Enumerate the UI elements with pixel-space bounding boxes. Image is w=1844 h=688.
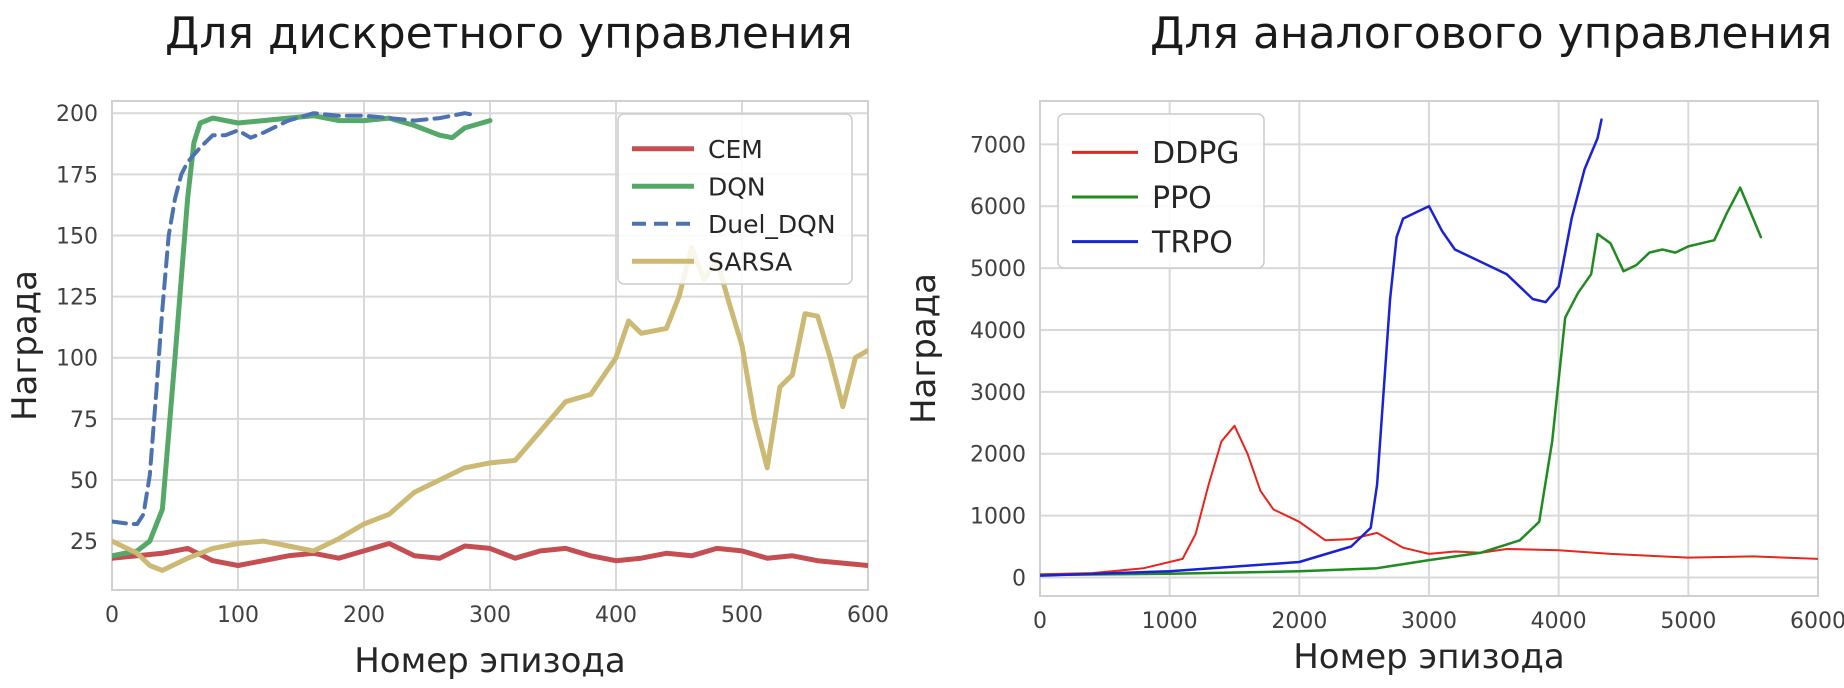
x-axis-label: Номер эпизода bbox=[1293, 637, 1565, 677]
series-line-cem bbox=[112, 541, 868, 568]
chart-2: 0 1000 2000 3000 4000 5000 6000 0 1000 2000 3000 40… bbox=[904, 100, 1844, 677]
chart-1: 0 100 200 300 400 500 600 25 50 75 100 125 150 175 200… bbox=[5, 100, 889, 681]
y-tick-label: 2000 bbox=[970, 443, 1026, 468]
legend-box bbox=[617, 113, 853, 285]
y-tick-label: 1000 bbox=[970, 505, 1026, 530]
legend: DDPG PPO TRPO bbox=[1057, 113, 1265, 269]
right-chart-title: Для аналогового управления bbox=[1150, 8, 1833, 59]
series-line-duel-dqn bbox=[112, 111, 480, 526]
y-tick-label: 50 bbox=[70, 469, 98, 494]
y-tick-label: 7000 bbox=[970, 133, 1026, 158]
x-tick-label: 1000 bbox=[1142, 609, 1198, 634]
series-line-sarsa bbox=[112, 245, 868, 573]
legend-label: SARSA bbox=[708, 247, 792, 276]
y-tick-label: 3000 bbox=[970, 381, 1026, 406]
x-tick-label: 300 bbox=[469, 603, 511, 628]
x-tick-label: 5000 bbox=[1660, 609, 1716, 634]
y-tick-label: 175 bbox=[56, 163, 98, 188]
x-tick-label: 0 bbox=[1033, 609, 1047, 634]
series-line-trpo bbox=[1040, 118, 1603, 577]
y-tick-label: 125 bbox=[56, 286, 98, 311]
legend-label: Duel_DQN bbox=[708, 210, 836, 239]
y-tick-label: 0 bbox=[1012, 566, 1026, 591]
x-tick-label: 4000 bbox=[1531, 609, 1587, 634]
y-tick-label: 100 bbox=[56, 347, 98, 372]
x-tick-label: 0 bbox=[105, 603, 119, 628]
legend-label: DQN bbox=[708, 172, 766, 201]
left-chart-title: Для дискретного управления bbox=[165, 8, 853, 59]
y-axis-label: Награда bbox=[904, 273, 944, 424]
y-axis-label: Награда bbox=[5, 270, 45, 421]
y-tick-label: 5000 bbox=[970, 257, 1026, 282]
x-tick-label: 6000 bbox=[1790, 609, 1844, 634]
series-line-ppo bbox=[1040, 186, 1763, 577]
legend-label: DDPG bbox=[1152, 136, 1240, 171]
x-tick-label: 100 bbox=[217, 603, 259, 628]
y-tick-label: 4000 bbox=[970, 319, 1026, 344]
series-line-ddpg bbox=[1040, 424, 1818, 576]
y-tick-label: 150 bbox=[56, 224, 98, 249]
y-tick-label: 75 bbox=[70, 408, 98, 433]
x-tick-label: 400 bbox=[595, 603, 637, 628]
y-tick-label: 6000 bbox=[970, 195, 1026, 220]
y-tick-label: 25 bbox=[70, 530, 98, 555]
x-axis-label: Номер эпизода bbox=[354, 641, 626, 681]
x-tick-label: 600 bbox=[847, 603, 889, 628]
y-tick-label: 200 bbox=[56, 102, 98, 127]
legend-label: CEM bbox=[708, 135, 763, 164]
x-tick-label: 3000 bbox=[1401, 609, 1457, 634]
plot-frame bbox=[1039, 100, 1819, 597]
legend-label: PPO bbox=[1152, 181, 1212, 216]
x-tick-label: 500 bbox=[721, 603, 763, 628]
plot-frame bbox=[111, 100, 869, 591]
series-line-dqn bbox=[112, 113, 493, 559]
legend-label: TRPO bbox=[1151, 225, 1233, 260]
x-tick-label: 2000 bbox=[1271, 609, 1327, 634]
legend: CEM DQN Duel_DQN SARSA bbox=[617, 113, 853, 285]
x-tick-label: 200 bbox=[343, 603, 385, 628]
